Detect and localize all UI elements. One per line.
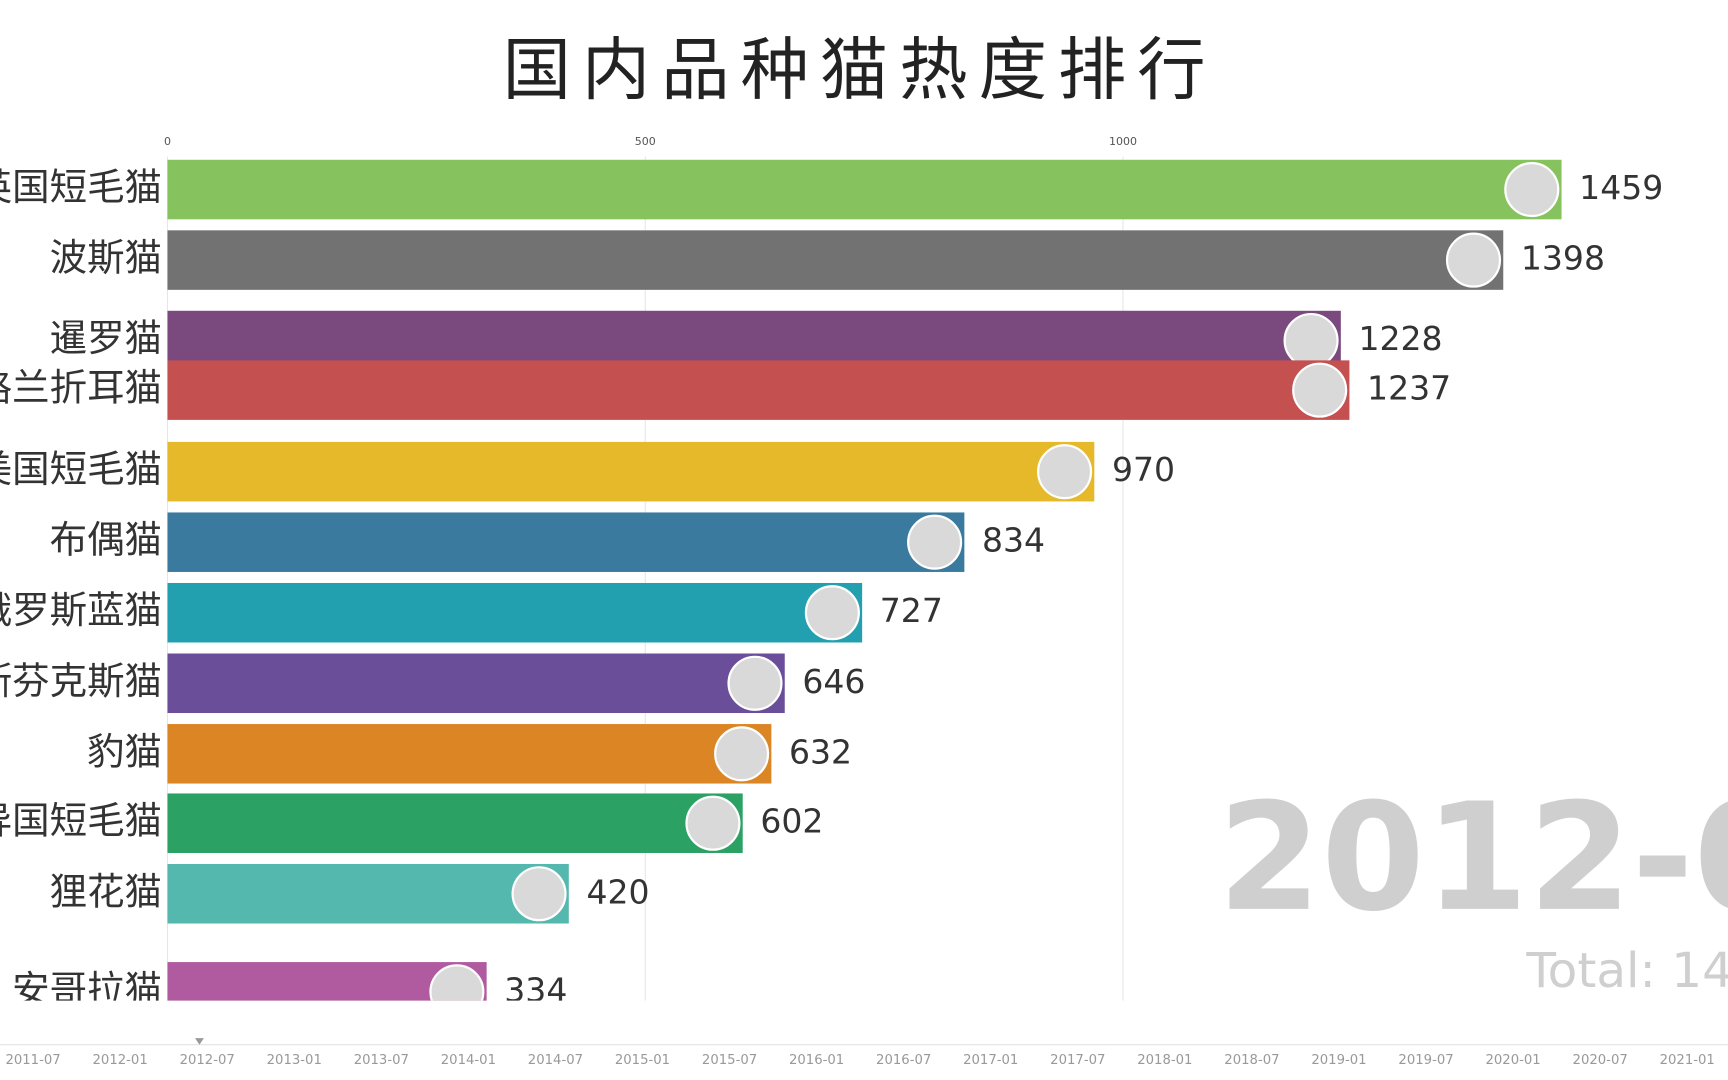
value-label: 970	[1112, 450, 1175, 489]
y-tick-label: 安哥拉猫	[12, 967, 162, 1011]
bar	[167, 582, 863, 643]
timeline-label: 2012-01	[93, 1053, 148, 1068]
timeline-label: 2021-01	[1660, 1053, 1715, 1068]
y-tick-label: 美国短毛猫	[0, 447, 162, 491]
timeline-label: 2014-07	[528, 1053, 583, 1068]
timeline-label: 2014-01	[441, 1053, 496, 1068]
timeline-label: 2017-07	[1050, 1053, 1105, 1068]
y-tick-label: 英国短毛猫	[0, 165, 162, 209]
timeline-label: 2018-07	[1224, 1053, 1279, 1068]
timeline-label: 2019-07	[1398, 1053, 1453, 1068]
value-label: 1459	[1579, 168, 1663, 207]
y-tick-label: 暹罗猫	[50, 316, 162, 360]
x-tick-label: 1000	[1109, 135, 1137, 148]
timeline-label: 2013-07	[354, 1053, 409, 1068]
y-tick-label: 俄罗斯蓝猫	[0, 588, 162, 632]
bar	[167, 793, 743, 853]
cat-avatar	[1445, 232, 1502, 288]
cat-avatar	[714, 726, 770, 782]
value-label: 334	[504, 970, 567, 1009]
bar	[167, 724, 772, 784]
value-label: 420	[586, 872, 649, 911]
value-label: 1228	[1358, 319, 1442, 358]
cat-avatar	[804, 585, 860, 641]
total-label: Total: 14	[1525, 943, 1728, 999]
y-tick-label: 苏格兰折耳猫	[0, 366, 162, 410]
cat-avatar	[1283, 312, 1339, 369]
bar	[167, 653, 785, 714]
timeline-label: 2017-01	[963, 1053, 1018, 1068]
bar	[167, 441, 1095, 502]
value-label: 1237	[1367, 369, 1451, 408]
timeline-label: 2020-01	[1485, 1053, 1540, 1068]
y-tick-label: 豹猫	[87, 729, 162, 773]
cat-avatar	[1504, 162, 1560, 218]
timeline-label: 2019-01	[1311, 1053, 1366, 1068]
bar	[167, 360, 1350, 420]
cat-avatar	[511, 866, 567, 922]
date-label: 2012-0	[1218, 772, 1728, 945]
value-label: 834	[982, 521, 1045, 560]
y-tick-label: 斯芬克斯猫	[0, 659, 162, 703]
value-label: 727	[880, 591, 943, 630]
value-label: 632	[789, 732, 852, 771]
bar	[167, 864, 569, 924]
bar	[167, 512, 965, 572]
cat-avatar	[429, 964, 485, 1001]
cat-avatar	[907, 514, 963, 570]
x-tick-label: 500	[635, 135, 656, 148]
timeline-label: 2016-01	[789, 1053, 844, 1068]
timeline-label: 2018-01	[1137, 1053, 1192, 1068]
timeline-label: 2015-07	[702, 1053, 757, 1068]
cat-avatar	[685, 795, 741, 851]
value-label: 602	[760, 802, 823, 841]
y-tick-label: 波斯猫	[50, 236, 162, 280]
cat-avatar	[1037, 444, 1093, 500]
bar	[167, 159, 1562, 220]
timeline-label: 2011-07	[5, 1053, 60, 1068]
x-tick-label: 0	[164, 135, 171, 148]
cat-avatar	[1292, 362, 1348, 418]
timeline-label: 2016-07	[876, 1053, 931, 1068]
timeline-label: 2012-07	[180, 1053, 235, 1068]
timeline-label: 2013-01	[267, 1053, 322, 1068]
y-tick-label: 异国短毛猫	[0, 799, 162, 843]
y-tick-label: 狸花猫	[50, 869, 162, 913]
bar	[167, 230, 1504, 290]
cat-avatar	[727, 655, 783, 711]
timeline-marker	[195, 1038, 204, 1045]
value-label: 646	[802, 662, 865, 701]
timeline-label: 2015-01	[615, 1053, 670, 1068]
timeline-label: 2020-07	[1573, 1053, 1628, 1068]
value-label: 1398	[1521, 239, 1605, 278]
chart-title: 国内品种猫热度排行	[503, 31, 1217, 110]
y-tick-label: 布偶猫	[50, 518, 162, 562]
